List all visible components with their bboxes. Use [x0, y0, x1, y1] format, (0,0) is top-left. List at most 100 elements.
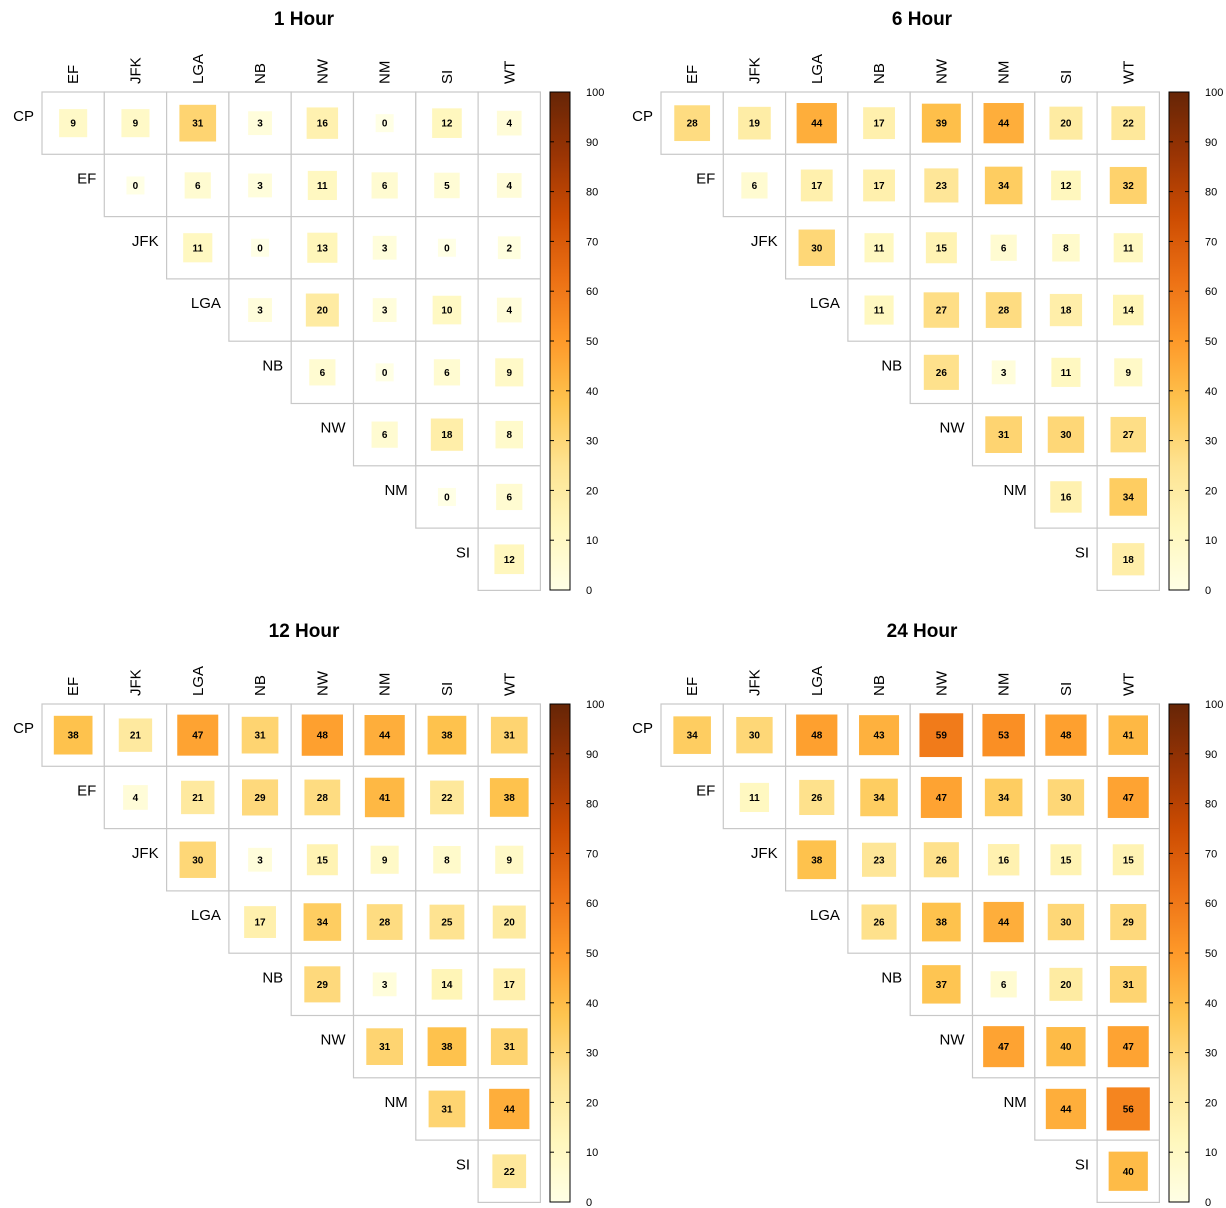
value-square: [1049, 293, 1083, 327]
row-label: LGA: [191, 907, 221, 924]
cell-value: 29: [1123, 918, 1135, 929]
value-square: [987, 844, 1020, 876]
value-square: [433, 846, 461, 874]
cell-value: 34: [998, 793, 1010, 804]
colorbar-tick-label: 90: [586, 749, 598, 761]
colorbar-tick-label: 60: [1205, 898, 1217, 910]
cell-value: 44: [1060, 1104, 1072, 1115]
row-label: NB: [881, 969, 902, 986]
cell-value: 17: [873, 181, 885, 192]
value-square: [306, 107, 339, 139]
colorbar-tick-label: 90: [1205, 137, 1217, 149]
value-square: [1049, 106, 1083, 140]
column-label: NM: [996, 61, 1013, 84]
row-label: NM: [384, 482, 407, 499]
value-square: [428, 1090, 466, 1128]
colorbar-tick-label: 10: [586, 535, 598, 547]
row-label: SI: [1075, 1156, 1089, 1173]
value-square: [863, 169, 895, 202]
matrix-cell: [1096, 1014, 1160, 1079]
cell-value: 27: [1123, 430, 1135, 441]
column-label: NM: [377, 673, 394, 696]
cell-value: 59: [936, 731, 948, 742]
column-label: WT: [501, 61, 518, 84]
cell-value: 6: [1001, 980, 1007, 991]
cell-value: 30: [1060, 430, 1072, 441]
panel-title: 24 Hour: [887, 621, 958, 642]
value-square: [1110, 416, 1146, 453]
cell-value: 47: [1123, 1042, 1135, 1053]
cell-value: 44: [998, 119, 1010, 130]
value-square: [1047, 903, 1085, 941]
cell-value: 8: [1063, 243, 1069, 254]
colorbar-tick-label: 60: [586, 286, 598, 298]
column-label: JFK: [127, 57, 144, 84]
cell-value: 37: [936, 980, 948, 991]
value-square: [248, 847, 272, 872]
cell-value: 18: [441, 430, 453, 441]
value-square: [924, 168, 959, 203]
cell-value: 15: [936, 243, 948, 254]
value-square: [495, 358, 524, 387]
row-label: EF: [77, 782, 96, 799]
value-square: [372, 972, 397, 997]
value-square: [1111, 106, 1146, 141]
panel-title: 12 Hour: [269, 621, 340, 642]
cell-value: 20: [1060, 980, 1072, 991]
value-square: [1045, 714, 1087, 756]
row-label: CP: [13, 720, 34, 737]
value-square: [244, 906, 276, 938]
value-square: [983, 1026, 1025, 1068]
value-square: [1051, 170, 1081, 201]
value-square: [1112, 543, 1145, 576]
colorbar-tick-label: 100: [1205, 699, 1223, 711]
colorbar-tick-label: 30: [586, 1048, 598, 1060]
value-square: [181, 780, 215, 815]
cell-value: 3: [257, 119, 263, 130]
cell-value: 30: [749, 731, 761, 742]
value-square: [983, 901, 1024, 943]
column-label: WT: [501, 673, 518, 696]
cell-value: 48: [317, 731, 329, 742]
cell-value: 15: [317, 855, 329, 866]
value-square: [309, 359, 336, 386]
value-square: [1107, 1026, 1149, 1068]
value-square: [495, 420, 523, 449]
cell-value: 25: [441, 918, 453, 929]
cell-value: 31: [504, 731, 516, 742]
colorbar-tick-label: 90: [586, 137, 598, 149]
cell-value: 38: [936, 918, 948, 929]
cell-value: 6: [506, 492, 512, 503]
colorbar-tick-label: 0: [586, 1197, 592, 1208]
value-square: [53, 715, 93, 755]
cell-value: 6: [382, 430, 388, 441]
cell-value: 6: [320, 368, 326, 379]
value-square: [923, 842, 959, 878]
value-square: [1108, 715, 1148, 755]
value-square: [741, 172, 768, 199]
colorbar-tick-label: 100: [586, 699, 604, 711]
cell-value: 12: [504, 555, 516, 566]
cell-value: 34: [998, 181, 1010, 192]
value-square: [919, 713, 964, 758]
value-square: [123, 785, 148, 810]
value-square: [364, 777, 405, 818]
cell-value: 15: [1060, 855, 1072, 866]
cell-value: 22: [504, 1167, 516, 1178]
value-square: [433, 359, 461, 386]
cell-value: 3: [257, 855, 263, 866]
value-square: [736, 716, 773, 754]
cell-value: 23: [873, 855, 885, 866]
value-square: [922, 965, 961, 1004]
colorbar-tick-label: 10: [1205, 1147, 1217, 1159]
value-square: [492, 905, 526, 939]
value-square: [306, 844, 338, 876]
value-square: [177, 714, 219, 756]
cell-value: 8: [506, 430, 512, 441]
cell-value: 30: [1060, 793, 1072, 804]
row-label: NW: [940, 1032, 966, 1049]
cell-value: 2: [506, 243, 512, 254]
row-label: JFK: [751, 845, 778, 862]
cell-value: 5: [444, 181, 450, 192]
